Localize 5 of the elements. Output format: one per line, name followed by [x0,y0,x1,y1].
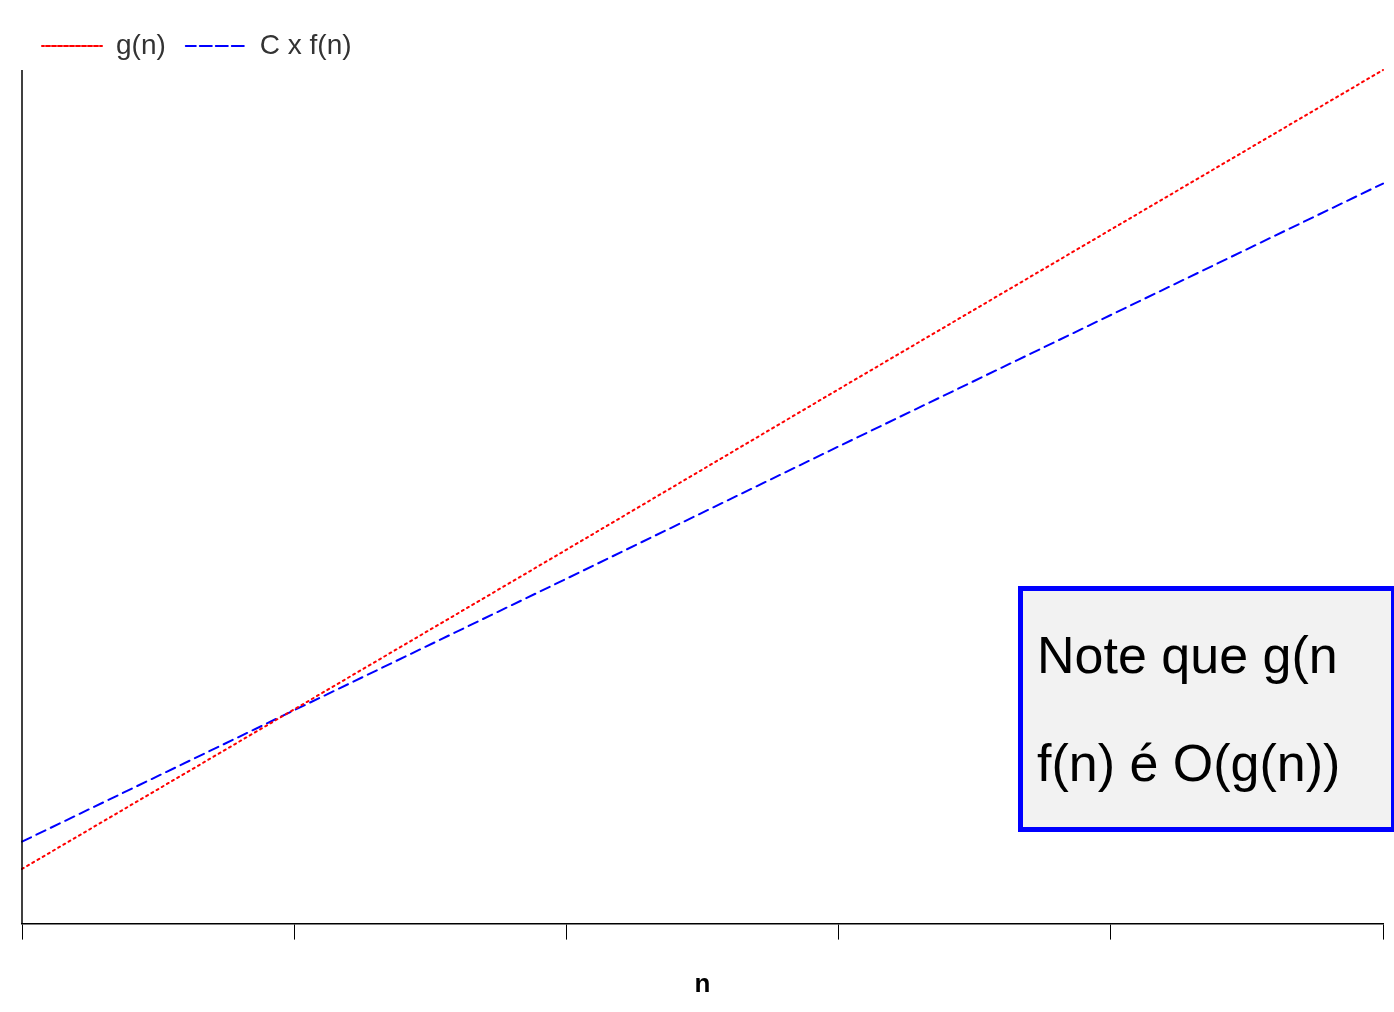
annotation: Note que g(n [1037,625,1339,686]
legend-label: g(n) [116,28,166,60]
annotation: f(n) é O(g(n)) [1037,733,1342,794]
legend-label: C x f(n) [259,28,352,60]
x-axis-title: n [694,967,711,998]
